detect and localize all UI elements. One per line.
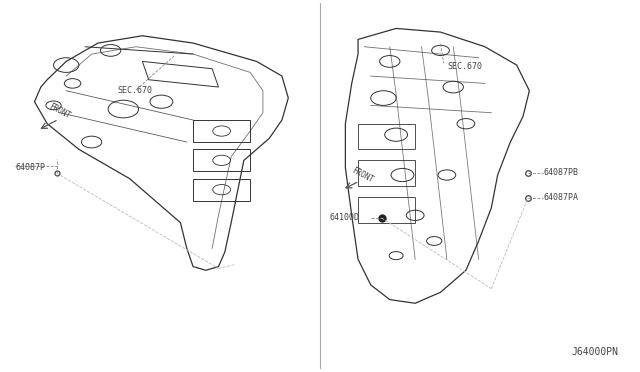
Text: SEC.670: SEC.670: [117, 86, 152, 94]
Bar: [193, 179, 250, 201]
Bar: [358, 160, 415, 186]
Text: FRONT: FRONT: [47, 102, 72, 121]
Bar: [358, 197, 415, 223]
Text: 64087P: 64087P: [15, 163, 45, 171]
Text: FRONT: FRONT: [350, 166, 374, 185]
Text: 64100D: 64100D: [330, 213, 360, 222]
Text: J64000PN: J64000PN: [571, 347, 618, 357]
Text: 64087PB: 64087PB: [543, 168, 579, 177]
Text: SEC.670: SEC.670: [447, 62, 482, 71]
Bar: [193, 120, 250, 142]
Text: 64087PA: 64087PA: [543, 193, 579, 202]
Bar: [193, 149, 250, 171]
Bar: [358, 124, 415, 149]
